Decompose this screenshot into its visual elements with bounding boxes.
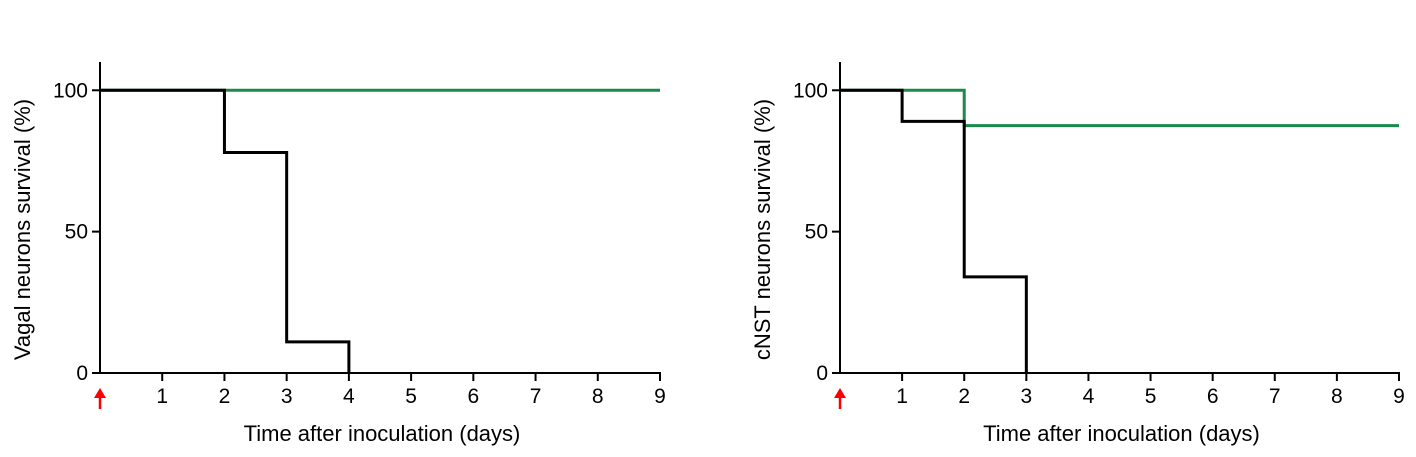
y-axis-title: cNST neurons survival (%) (750, 99, 775, 360)
x-tick-label: 6 (467, 385, 479, 408)
x-tick-label: 9 (654, 385, 666, 408)
x-axis-title: Time after inoculation (days) (983, 421, 1260, 446)
vagal-survival-chart: 1 2 3 4 5 6 7 8 9 0 50 100 Time after inoculation (d… (10, 62, 666, 446)
cnst-survival-chart: 1 2 3 4 5 6 7 8 9 0 50 100 Time after inoculation (d… (750, 62, 1405, 446)
x-tick-label: 4 (343, 385, 355, 408)
black-survival-line (840, 88, 1028, 373)
x-tick-label: 2 (958, 385, 970, 408)
y-tick-label: 100 (53, 79, 88, 102)
x-tick-label: 6 (1207, 385, 1219, 408)
y-tick-label: 50 (65, 221, 88, 244)
y-tick-label: 0 (76, 362, 88, 385)
x-tick-label: 7 (530, 385, 542, 408)
x-tick-label: 5 (405, 385, 417, 408)
y-axis-title: Vagal neurons survival (%) (10, 99, 35, 360)
x-axis-title: Time after inoculation (days) (244, 421, 521, 446)
x-tick-label: 8 (1331, 385, 1343, 408)
x-tick-label: 9 (1393, 385, 1405, 408)
inoculation-arrow-icon (834, 388, 846, 409)
x-tick-label: 8 (592, 385, 604, 408)
x-tick-label: 4 (1083, 385, 1095, 408)
x-tick-label: 1 (896, 385, 908, 408)
y-tick-label: 50 (805, 221, 828, 244)
inoculation-arrow-icon (94, 388, 106, 409)
black-survival-line (100, 88, 351, 373)
x-tick-label: 7 (1269, 385, 1281, 408)
x-tick-label: 1 (156, 385, 168, 408)
x-tick-label: 3 (281, 385, 293, 408)
y-tick-label: 0 (816, 362, 828, 385)
x-tick-label: 5 (1145, 385, 1157, 408)
x-tick-label: 3 (1020, 385, 1032, 408)
y-tick-label: 100 (793, 79, 828, 102)
x-tick-label: 2 (219, 385, 231, 408)
